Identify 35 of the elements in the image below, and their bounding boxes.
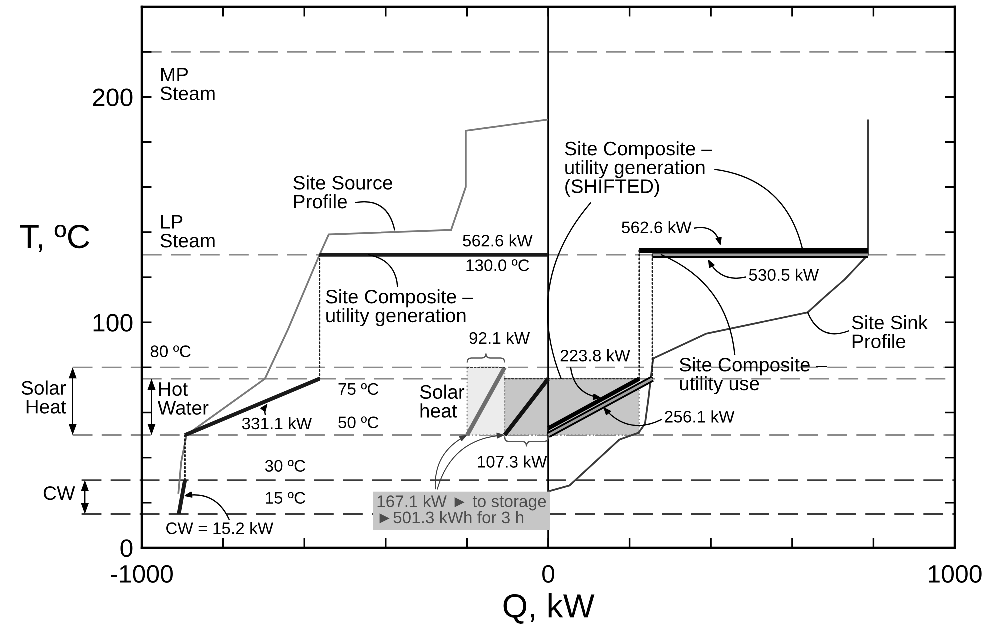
y-tick-label: 100: [94, 314, 133, 332]
y-tick-label: 200: [93, 88, 133, 106]
y-tick-label: 0: [120, 540, 133, 558]
annotation: 223.8 kW: [560, 350, 630, 362]
annotation: 167.1 kW ► to storage ►501.3 kWh for 3 h: [378, 495, 546, 524]
y-axis-title: T, ºC: [20, 224, 90, 253]
annotation: Site Composite – utility use: [680, 358, 828, 394]
annotation: Site Composite – utility generation: [326, 289, 474, 326]
ref-line-label: 15 ºC: [266, 492, 306, 504]
annotation: Site Composite – utility generation (SHIFTED): [565, 141, 712, 198]
text: Solar Heat: [22, 380, 66, 414]
ref-line-label: 75 ºC: [338, 383, 379, 396]
ref-line-label: 80 ºC: [150, 346, 191, 358]
annotation: 107.3 kW: [478, 456, 548, 468]
annotation: 256.1 kW: [665, 410, 735, 423]
ref-line-label: LP Steam: [160, 215, 215, 248]
annotation: CW = 15.2 kW: [166, 522, 274, 534]
annotation: 92.1 kW: [470, 332, 530, 344]
annotation: 562.6 kW: [622, 221, 692, 234]
x-axis-title: Q, kW: [504, 594, 595, 624]
annotation: Hot Water: [158, 382, 209, 415]
annotation: Solar heat: [420, 384, 465, 418]
x-tick-label: 1000: [929, 565, 982, 584]
annotation: 130.0 ºC: [466, 260, 530, 272]
annotation: 562.6 kW: [463, 234, 533, 247]
annotation: 530.5 kW: [749, 268, 820, 282]
x-tick-label: 0: [542, 565, 554, 584]
ref-line-label: MP Steam: [160, 68, 215, 101]
ref-line-label: 50 ºC: [338, 416, 379, 428]
annotation: Site Source Profile: [294, 176, 392, 209]
annotation: Site Sink Profile: [852, 315, 928, 348]
annotation: 331.1 kW: [242, 417, 312, 430]
text: CW: [44, 486, 76, 500]
ref-line-label: 30 ºC: [265, 460, 306, 472]
x-tick-label: -1000: [111, 565, 173, 584]
